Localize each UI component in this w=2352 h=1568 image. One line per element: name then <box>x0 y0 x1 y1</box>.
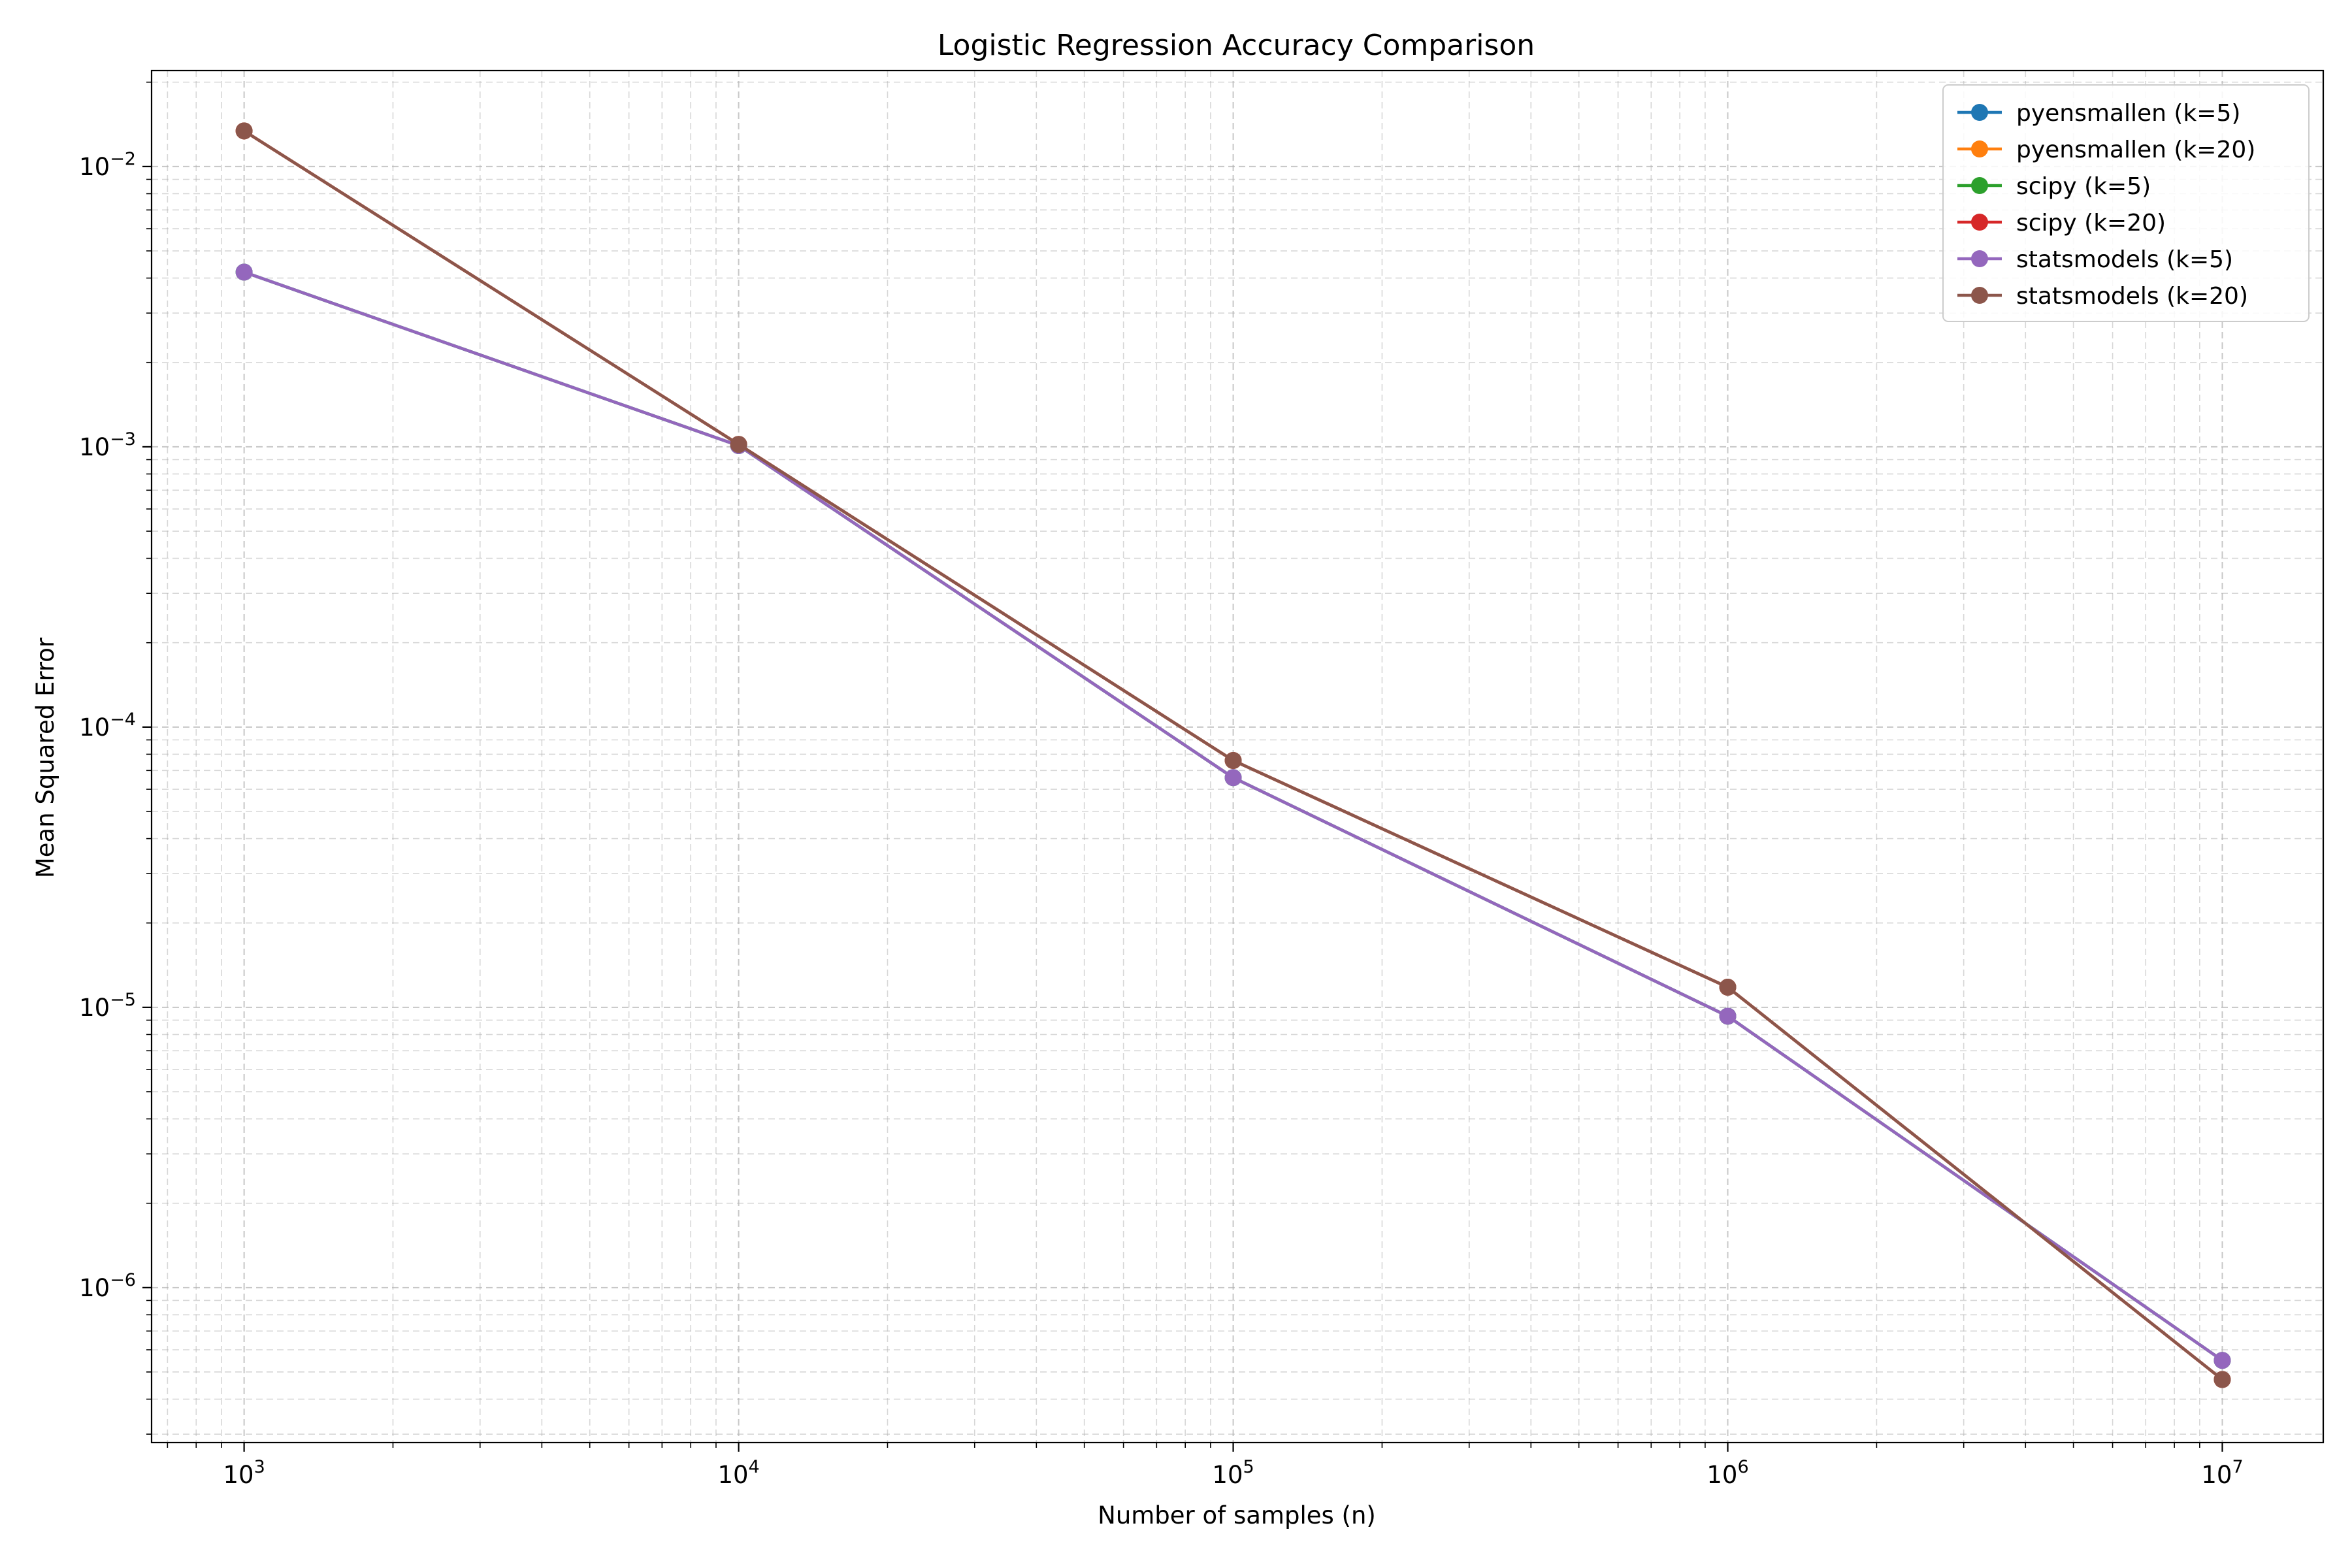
data-point <box>1224 769 1242 787</box>
grid <box>152 71 2323 1443</box>
x-tick-label: 105 <box>1212 1457 1254 1489</box>
x-tick-label: 104 <box>717 1457 759 1489</box>
legend-swatch-marker <box>1971 214 1988 231</box>
data-point <box>1719 979 1737 996</box>
legend-label: statsmodels (k=5) <box>2016 246 2233 273</box>
data-point <box>2213 1352 2231 1369</box>
y-tick-label: 10−5 <box>79 990 136 1022</box>
data-point <box>1224 751 1242 769</box>
x-axis-label: Number of samples (n) <box>1098 1501 1376 1529</box>
legend-item: statsmodels (k=5) <box>1957 246 2233 273</box>
legend-swatch-marker <box>1971 287 1988 304</box>
legend-item: statsmodels (k=20) <box>1957 283 2248 310</box>
y-tick-label: 10−4 <box>79 710 136 742</box>
legend-label: pyensmallen (k=5) <box>2016 100 2240 127</box>
legend: pyensmallen (k=5) pyensmallen (k=20) scipy… <box>1942 84 2310 322</box>
x-tick-label: 106 <box>1707 1457 1748 1489</box>
legend-item: scipy (k=20) <box>1957 210 2166 237</box>
y-tick-label: 10−2 <box>79 149 136 181</box>
series <box>235 122 2231 1388</box>
legend-swatch-marker <box>1971 177 1988 194</box>
data-point <box>235 263 253 281</box>
legend-item: scipy (k=5) <box>1957 173 2151 200</box>
legend-item: pyensmallen (k=20) <box>1957 137 2255 163</box>
chart-title: Logistic Regression Accuracy Comparison <box>938 29 1535 62</box>
legend-label: scipy (k=5) <box>2016 173 2151 200</box>
series-layer <box>235 122 2231 1388</box>
y-tick-label: 10−6 <box>79 1270 136 1302</box>
axis-ticks: 103 104 105 106 107 10−2 10−3 10−4 10−5 10−6 <box>79 81 2244 1489</box>
legend-item: pyensmallen (k=5) <box>1957 100 2240 127</box>
y-tick-label: 10−3 <box>79 429 136 461</box>
legend-swatch-marker <box>1971 250 1988 267</box>
legend-box <box>1942 84 2310 322</box>
data-point <box>235 122 253 140</box>
data-point <box>2213 1371 2231 1388</box>
data-point <box>1719 1007 1737 1025</box>
x-tick-label: 107 <box>2201 1457 2243 1489</box>
legend-label: statsmodels (k=20) <box>2016 283 2248 310</box>
y-axis-label: Mean Squared Error <box>31 637 59 878</box>
legend-swatch-marker <box>1971 140 1988 157</box>
legend-swatch-marker <box>1971 104 1988 121</box>
legend-label: scipy (k=20) <box>2016 210 2166 237</box>
x-tick-label: 103 <box>223 1457 265 1489</box>
plot-frame <box>150 69 2325 1444</box>
legend-label: pyensmallen (k=20) <box>2016 137 2255 163</box>
data-point <box>730 436 747 453</box>
